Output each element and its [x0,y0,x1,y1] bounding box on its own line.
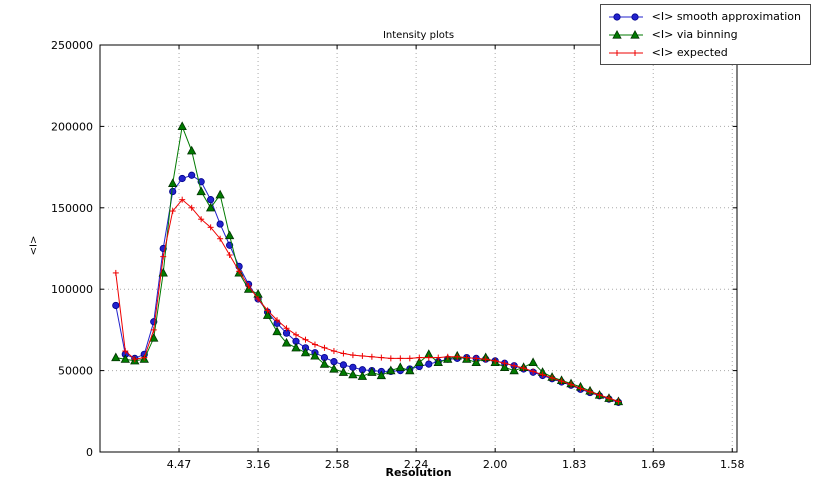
axes-frame [99,44,738,453]
y-tick-label: 150000 [51,202,93,215]
x-tick-label: 2.00 [483,458,508,471]
legend-label: <I> expected [651,46,728,59]
series-via-binning [111,121,624,406]
x-tick-label: 3.16 [246,458,271,471]
x-tick-label: 2.58 [325,458,350,471]
x-tick-label: 4.47 [167,458,192,471]
legend-entry-expected: <I> expected [607,44,801,61]
y-tick-label: 100000 [51,283,93,296]
chart-title: Intensity plots [382,30,455,41]
legend-label: <I> via binning [651,28,738,41]
x-tick-label: 1.58 [720,458,745,471]
triangle-marker-icon [608,29,643,39]
y-axis-label: <I> [28,235,40,256]
legend-entry-via-binning: <I> via binning [607,26,801,43]
circle-marker-icon [608,12,643,21]
y-tick-label: 50000 [58,365,93,378]
legend: <I> smooth approximation <I> via binning <… [599,4,811,65]
x-axis-label: Resolution [385,466,452,479]
legend-label: <I> smooth approximation [651,10,801,23]
y-tick-label: 200000 [51,120,93,133]
x-tick-label: 1.83 [562,458,587,471]
series-expected [112,196,622,405]
series-line-expected [115,198,619,403]
legend-entry-smooth-approximation: <I> smooth approximation [607,8,801,25]
y-tick-label: 0 [86,446,93,459]
y-tick-label: 250000 [51,39,93,52]
x-tick-label: 1.69 [641,458,666,471]
series-line-via-binning [115,124,619,403]
x-tick-label: 2.24 [404,458,429,471]
plus-marker-icon [608,49,643,56]
